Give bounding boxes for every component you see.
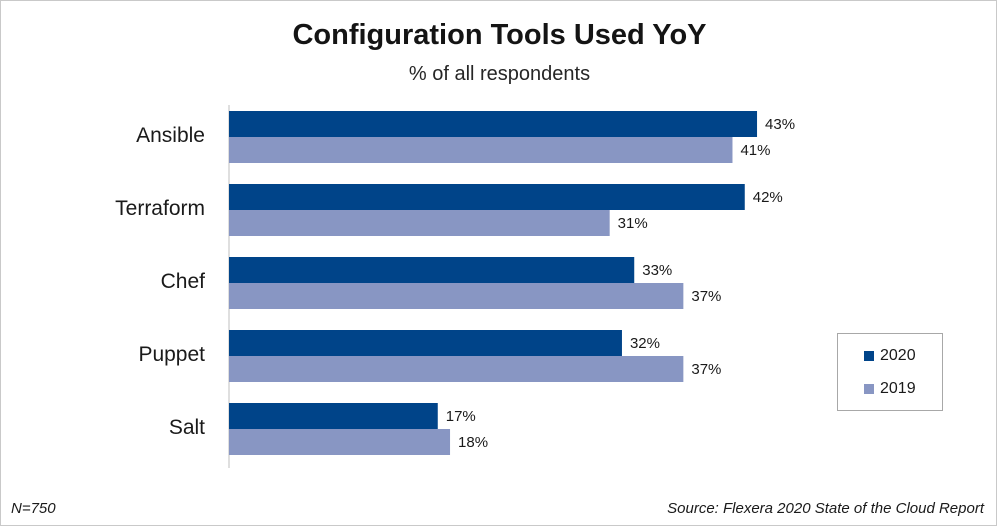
legend-swatch-2020 — [864, 351, 874, 361]
data-label-terraform-2020: 42% — [753, 189, 783, 206]
data-label-puppet-2020: 32% — [630, 335, 660, 352]
legend-label-2020: 2020 — [880, 347, 916, 364]
chart-title: Configuration Tools Used YoY — [292, 19, 707, 51]
bar-salt-2019 — [229, 429, 451, 455]
legend: 2020 2019 — [837, 333, 943, 411]
category-label-terraform: Terraform — [115, 197, 205, 220]
chart-subtitle: % of all respondents — [408, 63, 591, 85]
category-label-chef: Chef — [161, 270, 206, 293]
category-label-ansible: Ansible — [136, 124, 205, 147]
bar-ansible-2020 — [229, 111, 758, 137]
legend-label-2019: 2019 — [880, 380, 916, 397]
data-label-salt-2020: 17% — [446, 408, 476, 425]
bar-ansible-2019 — [229, 137, 733, 163]
data-label-ansible-2019: 41% — [740, 142, 770, 159]
bar-puppet-2020 — [229, 330, 622, 356]
data-label-chef-2020: 33% — [642, 262, 672, 279]
bar-chef-2020 — [229, 257, 635, 283]
category-label-salt: Salt — [169, 416, 205, 439]
bar-salt-2020 — [229, 403, 438, 429]
category-label-puppet: Puppet — [138, 343, 205, 366]
bar-terraform-2020 — [229, 184, 745, 210]
data-label-terraform-2019: 31% — [618, 215, 648, 232]
data-label-puppet-2019: 37% — [691, 361, 721, 378]
data-label-salt-2019: 18% — [458, 434, 488, 451]
sample-size-note: N=750 — [11, 500, 56, 517]
bar-terraform-2019 — [229, 210, 610, 236]
data-label-ansible-2020: 43% — [765, 116, 795, 133]
legend-swatch-2019 — [864, 384, 874, 394]
source-note: Source: Flexera 2020 State of the Cloud … — [667, 500, 984, 517]
bar-puppet-2019 — [229, 356, 684, 382]
data-label-chef-2019: 37% — [691, 288, 721, 305]
bar-chef-2019 — [229, 283, 684, 309]
